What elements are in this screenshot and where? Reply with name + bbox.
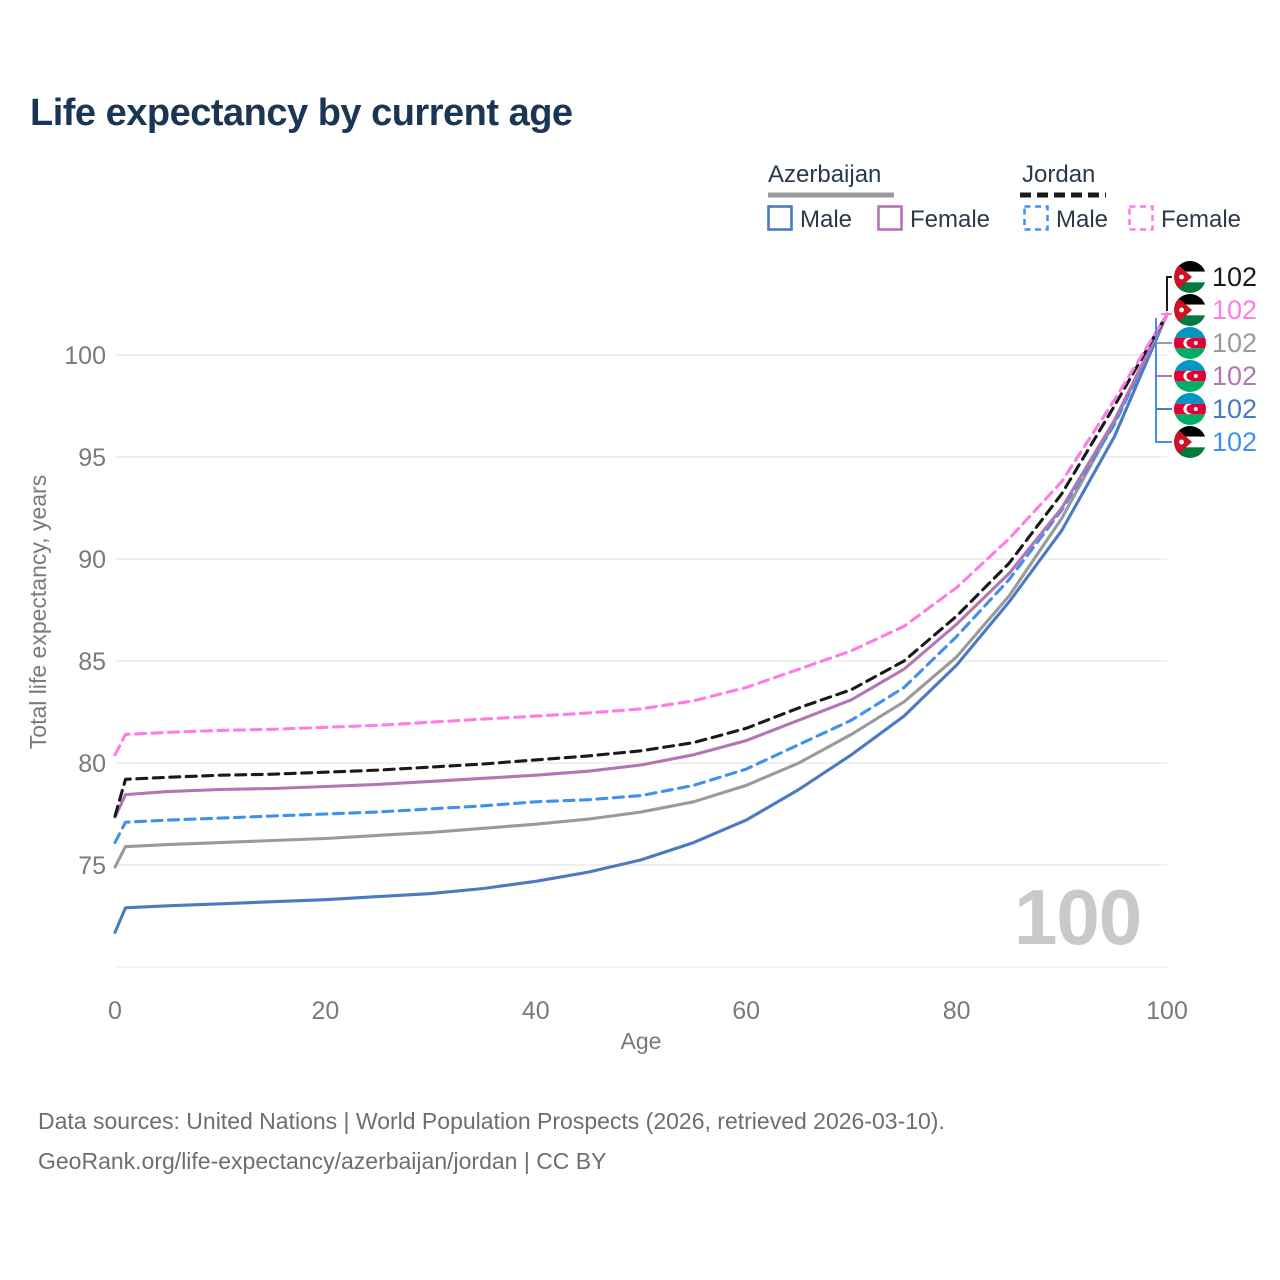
series-line-azerbaijan-total: [113, 312, 1169, 869]
flag-band: [1174, 261, 1206, 272]
checkbox-icon: [877, 205, 903, 231]
series-line-azerbaijan-male: [113, 312, 1169, 934]
y-axis-title: Total life expectancy, years: [25, 475, 51, 749]
x-tick-label: 60: [732, 997, 760, 1025]
series-line-azerbaijan-female: [113, 312, 1169, 819]
flag-star: [1193, 374, 1198, 378]
legend-item-azerbaijan-male[interactable]: Male: [800, 206, 853, 233]
y-tick-label: 80: [78, 750, 106, 778]
y-tick-label: 95: [78, 444, 106, 472]
end-value-label: 102: [1212, 295, 1257, 325]
end-value-label: 102: [1212, 262, 1257, 292]
x-tick-label: 100: [1146, 997, 1188, 1025]
legend-swatch-azerbaijan-male[interactable]: [766, 204, 794, 232]
flag-icon-azerbaijan: [1174, 360, 1206, 392]
x-tick-label: 0: [108, 997, 122, 1025]
flag-band: [1174, 348, 1206, 359]
flag-icon-azerbaijan: [1174, 327, 1206, 359]
end-value-label: 102: [1212, 328, 1257, 358]
leader-line: [1166, 276, 1172, 311]
flag-crescent-inner: [1186, 371, 1196, 381]
flag-star: [1193, 341, 1198, 345]
x-tick-label: 40: [522, 997, 550, 1025]
y-tick-label: 75: [78, 852, 106, 880]
flag-icon-jordan: [1174, 294, 1206, 326]
y-tick-label: 100: [64, 342, 106, 370]
flag-band: [1174, 282, 1206, 293]
flag-icon-azerbaijan: [1174, 393, 1206, 425]
legend-group-jordan: Jordan: [1022, 161, 1096, 188]
flag-band: [1174, 447, 1206, 458]
flag-star: [1193, 407, 1198, 411]
data-sources-note: Data sources: United Nations | World Pop…: [38, 1108, 945, 1134]
leader-line: [1155, 318, 1172, 443]
series-line-jordan-total: [113, 312, 1169, 818]
end-value-label: 102: [1212, 361, 1257, 391]
checkbox-icon: [1023, 205, 1049, 231]
flag-band: [1174, 360, 1206, 371]
series-line-jordan-male: [113, 312, 1169, 845]
flag-band: [1174, 426, 1206, 437]
legend-item-jordan-female[interactable]: Female: [1161, 206, 1242, 233]
georank-attribution: GeoRank.org/life-expectancy/azerbaijan/j…: [38, 1148, 607, 1174]
flag-band: [1174, 393, 1206, 404]
x-tick-label: 20: [311, 997, 339, 1025]
legend-group-azerbaijan: Azerbaijan: [768, 161, 882, 188]
flag-crescent-inner: [1186, 338, 1196, 348]
legend-swatch-jordan-male[interactable]: [1022, 204, 1050, 232]
end-value-label: 102: [1212, 394, 1257, 424]
flag-band: [1174, 294, 1206, 305]
flag-crescent-inner: [1186, 404, 1196, 414]
page-title: Life expectancy by current age: [30, 92, 573, 134]
flag-band: [1174, 381, 1206, 392]
flag-star: [1179, 274, 1184, 280]
flag-star: [1179, 307, 1184, 313]
end-value-label: 102: [1212, 427, 1257, 457]
flag-band: [1174, 315, 1206, 326]
legend-underline-azerbaijan: [768, 192, 894, 198]
legend-swatch-jordan-female[interactable]: [1127, 204, 1155, 232]
x-axis-title: Age: [621, 1028, 662, 1054]
x-tick-label: 80: [943, 997, 971, 1025]
legend-underline-jordan: [1020, 192, 1106, 198]
legend-item-azerbaijan-female[interactable]: Female: [910, 206, 991, 233]
flag-icon-jordan: [1174, 426, 1206, 458]
checkbox-icon: [767, 205, 793, 231]
checkbox-icon: [1128, 205, 1154, 231]
flag-icon-jordan: [1174, 261, 1206, 293]
age-watermark: 100: [1014, 873, 1142, 961]
legend-swatch-azerbaijan-female[interactable]: [876, 204, 904, 232]
flag-band: [1174, 414, 1206, 425]
flag-star: [1179, 439, 1184, 445]
legend-item-jordan-male[interactable]: Male: [1056, 206, 1109, 233]
series-line-jordan-female: [113, 312, 1169, 757]
flag-band: [1174, 327, 1206, 338]
y-tick-label: 85: [78, 648, 106, 676]
y-tick-label: 90: [78, 546, 106, 574]
